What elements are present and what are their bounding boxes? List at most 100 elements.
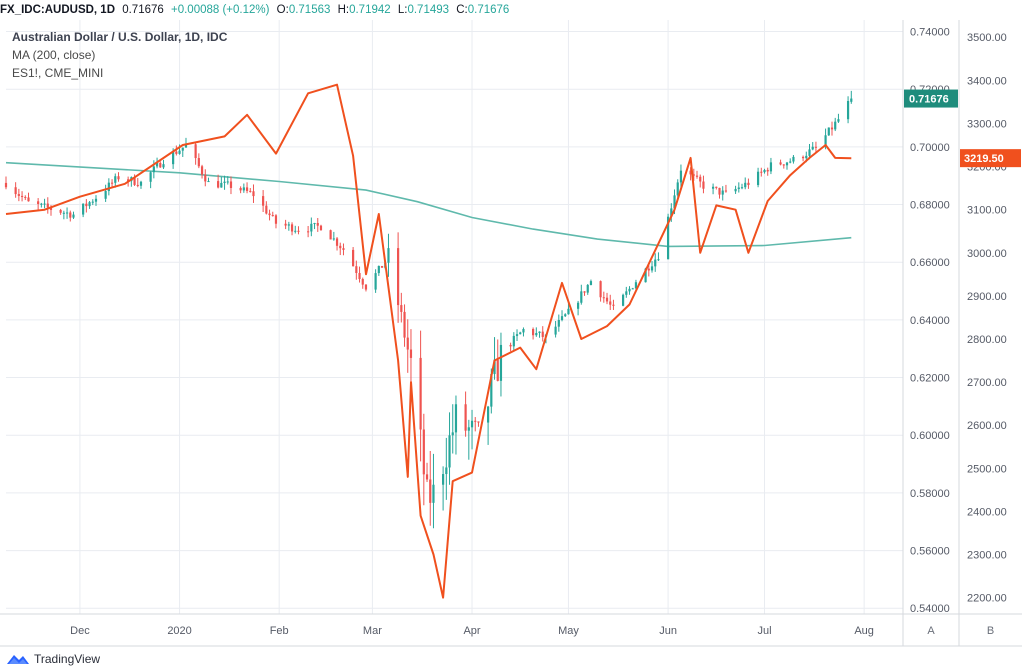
candle-body xyxy=(583,291,586,293)
candle-body xyxy=(239,187,242,191)
candle-body xyxy=(512,335,515,347)
candle-body xyxy=(586,284,589,293)
candle-body xyxy=(387,248,390,263)
candle-body xyxy=(522,328,525,333)
time-axis-label: Feb xyxy=(270,625,289,637)
candle-body xyxy=(4,182,8,188)
price-change: +0.00088 (+0.12%) xyxy=(171,4,270,16)
symbol-name[interactable]: FX_IDC:AUDUSD, 1D xyxy=(0,4,116,16)
candle-body xyxy=(294,230,297,232)
candle-body xyxy=(464,404,467,431)
candle-body xyxy=(850,98,853,102)
candle-body xyxy=(470,420,474,428)
candle-body xyxy=(425,474,429,480)
candle-body xyxy=(37,201,40,204)
candle-body xyxy=(564,314,567,317)
candle-body xyxy=(62,212,65,214)
candle-body xyxy=(808,149,811,156)
candle-body xyxy=(374,273,377,290)
price-axis-tick: 0.70000 xyxy=(910,142,950,154)
candle-body xyxy=(499,344,503,381)
candle-body xyxy=(792,156,795,162)
tradingview-logo-icon[interactable] xyxy=(6,652,30,666)
candle-body xyxy=(229,181,233,188)
candle-body xyxy=(197,158,200,167)
candle-body xyxy=(602,297,605,299)
candle-body xyxy=(117,176,120,180)
es-axis-tick: 3500.00 xyxy=(967,32,1007,44)
candle-body xyxy=(159,162,162,168)
price-axis-tick: 0.68000 xyxy=(910,200,950,212)
candle-body xyxy=(43,203,46,205)
candle-body xyxy=(560,316,564,321)
candle-body xyxy=(223,181,226,183)
candle-body xyxy=(406,337,409,350)
es1-polyline xyxy=(5,83,852,599)
close-value: 0.71676 xyxy=(467,4,510,16)
price-axis-tick: 0.62000 xyxy=(910,373,950,385)
candle-body xyxy=(88,202,91,207)
candle-body xyxy=(830,127,834,130)
axis-button-a[interactable]: A xyxy=(927,625,935,637)
candle-body xyxy=(628,288,631,292)
candle-body xyxy=(454,404,458,433)
candle-body xyxy=(824,135,827,148)
candle-body xyxy=(827,127,830,136)
time-axis-label: Apr xyxy=(463,625,480,637)
time-axis-label: Mar xyxy=(363,625,382,637)
candle-body xyxy=(178,150,181,154)
candle-body xyxy=(342,248,345,250)
candle-body xyxy=(172,151,175,165)
candle-body xyxy=(268,213,271,216)
candle-body xyxy=(181,147,184,151)
candle-body xyxy=(679,170,683,183)
axis-button-b[interactable]: B xyxy=(987,625,994,637)
candle-body xyxy=(403,311,406,338)
candle-body xyxy=(332,238,335,240)
candle-body xyxy=(139,181,143,186)
footer: TradingView xyxy=(0,648,100,669)
candle-body xyxy=(72,214,75,218)
legend-title[interactable]: Australian Dollar / U.S. Dollar, 1D, IDC xyxy=(12,30,228,44)
candle-body xyxy=(397,248,400,306)
last-price-tag: 0.71676 xyxy=(909,94,949,106)
es-axis-tick: 2700.00 xyxy=(967,377,1007,389)
candle-body xyxy=(194,144,197,159)
candle-body xyxy=(801,156,805,159)
candle-body xyxy=(676,182,679,196)
candle-body xyxy=(554,326,557,335)
candle-body xyxy=(734,188,737,192)
candle-body xyxy=(580,291,583,303)
candle-body xyxy=(155,162,159,167)
candle-body xyxy=(82,203,85,215)
candle-body xyxy=(149,172,152,182)
candle-body xyxy=(274,215,278,224)
candle-body xyxy=(217,181,220,188)
symbol-header: FX_IDC:AUDUSD, 1D 0.71676 +0.00088 (+0.1… xyxy=(0,0,513,20)
tradingview-brand[interactable]: TradingView xyxy=(34,651,101,666)
candle-body xyxy=(599,281,602,298)
candle-body xyxy=(200,166,204,175)
candle-body xyxy=(287,224,290,226)
legend-ma[interactable]: MA (200, close) xyxy=(12,48,96,62)
candle-body xyxy=(69,212,72,218)
es-axis-tick: 3000.00 xyxy=(967,248,1007,260)
candle-body xyxy=(846,100,850,120)
candle-body xyxy=(104,190,107,199)
candle-body xyxy=(477,421,480,423)
candle-body xyxy=(445,467,448,475)
candle-body xyxy=(226,181,229,183)
candle-body xyxy=(740,187,744,189)
last-price-tag-bg xyxy=(904,89,958,108)
candle-body xyxy=(17,194,20,196)
candle-body xyxy=(184,144,188,148)
legend-overlay[interactable]: ES1!, CME_MINI xyxy=(12,66,104,80)
candle-body xyxy=(59,209,62,213)
time-axis-label: May xyxy=(558,625,579,637)
candle-body xyxy=(284,223,287,226)
last-price: 0.71676 xyxy=(122,4,164,16)
candle-body xyxy=(364,284,368,290)
high-label: H: xyxy=(337,4,350,16)
